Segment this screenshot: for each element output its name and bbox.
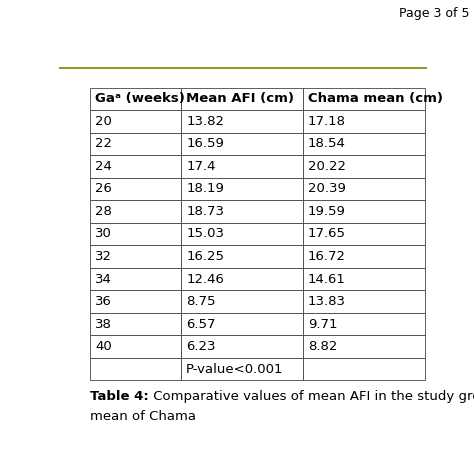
Text: 8.75: 8.75	[186, 295, 216, 308]
Bar	[303, 268, 425, 290]
Text: 20: 20	[95, 115, 112, 128]
Bar	[91, 268, 182, 290]
Text: 6.23: 6.23	[186, 340, 216, 353]
Text: 28: 28	[95, 205, 112, 218]
Bar	[91, 245, 182, 268]
Text: 9.71: 9.71	[308, 318, 337, 330]
Bar	[182, 245, 303, 268]
Bar	[91, 110, 182, 133]
Bar	[91, 87, 182, 110]
Bar	[91, 200, 182, 223]
Bar	[182, 155, 303, 177]
Text: 38: 38	[95, 318, 112, 330]
Bar	[303, 200, 425, 223]
Text: Table 4:: Table 4:	[91, 389, 149, 403]
Bar	[182, 358, 303, 380]
Text: 34: 34	[95, 272, 112, 286]
Text: 15.03: 15.03	[186, 228, 224, 241]
Text: P-value<0.001: P-value<0.001	[186, 362, 283, 376]
Text: 20.39: 20.39	[308, 183, 346, 195]
Bar	[303, 155, 425, 177]
Text: 22: 22	[95, 137, 112, 151]
Text: 36: 36	[95, 295, 112, 308]
Text: Gaᵃ (weeks): Gaᵃ (weeks)	[95, 93, 185, 105]
Text: 13.82: 13.82	[186, 115, 224, 128]
Bar	[303, 358, 425, 380]
Bar	[182, 268, 303, 290]
Bar	[91, 177, 182, 200]
Bar	[91, 290, 182, 313]
Bar	[91, 336, 182, 358]
Bar	[182, 87, 303, 110]
Text: 17.4: 17.4	[186, 160, 216, 173]
Bar	[182, 200, 303, 223]
Bar	[182, 313, 303, 336]
Text: 12.46: 12.46	[186, 272, 224, 286]
Bar	[182, 336, 303, 358]
Text: 26: 26	[95, 183, 112, 195]
Text: 24: 24	[95, 160, 112, 173]
Text: 16.72: 16.72	[308, 250, 346, 263]
Bar	[91, 155, 182, 177]
Text: Comparative values of mean AFI in the study group with: Comparative values of mean AFI in the st…	[149, 389, 474, 403]
Text: 16.59: 16.59	[186, 137, 224, 151]
Bar	[182, 110, 303, 133]
Bar	[303, 245, 425, 268]
Bar	[91, 223, 182, 245]
Bar	[182, 133, 303, 155]
Bar	[91, 358, 182, 380]
Bar	[303, 133, 425, 155]
Bar	[303, 223, 425, 245]
Bar	[303, 177, 425, 200]
Bar	[182, 177, 303, 200]
Bar	[91, 313, 182, 336]
Text: 40: 40	[95, 340, 112, 353]
Text: Chama mean (cm): Chama mean (cm)	[308, 93, 443, 105]
Text: 18.19: 18.19	[186, 183, 224, 195]
Text: 17.18: 17.18	[308, 115, 346, 128]
Text: 19.59: 19.59	[308, 205, 346, 218]
Text: 32: 32	[95, 250, 112, 263]
Bar	[303, 290, 425, 313]
Text: 30: 30	[95, 228, 112, 241]
Text: Mean AFI (cm): Mean AFI (cm)	[186, 93, 294, 105]
Text: 20.22: 20.22	[308, 160, 346, 173]
Text: 18.73: 18.73	[186, 205, 224, 218]
Bar	[182, 290, 303, 313]
Text: 17.65: 17.65	[308, 228, 346, 241]
Text: Page 3 of 5: Page 3 of 5	[399, 7, 469, 20]
Bar	[303, 87, 425, 110]
Text: 13.83: 13.83	[308, 295, 346, 308]
Text: 14.61: 14.61	[308, 272, 346, 286]
Bar	[303, 110, 425, 133]
Bar	[303, 336, 425, 358]
Bar	[182, 223, 303, 245]
Bar	[303, 313, 425, 336]
Text: 16.25: 16.25	[186, 250, 224, 263]
Bar	[91, 133, 182, 155]
Text: 18.54: 18.54	[308, 137, 346, 151]
Text: 8.82: 8.82	[308, 340, 337, 353]
Text: mean of Chama: mean of Chama	[91, 410, 197, 422]
Text: 6.57: 6.57	[186, 318, 216, 330]
